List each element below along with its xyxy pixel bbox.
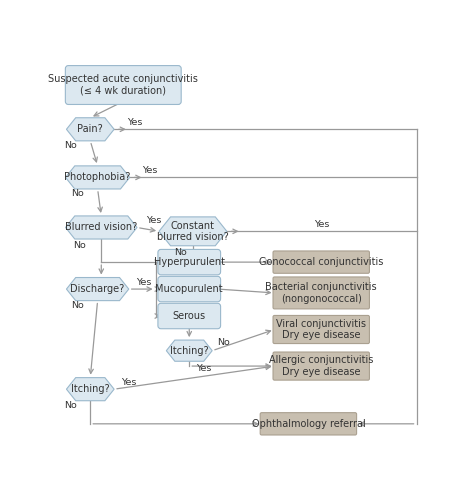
- Text: No: No: [71, 189, 84, 198]
- Text: Itching?: Itching?: [71, 384, 110, 394]
- FancyBboxPatch shape: [273, 352, 369, 380]
- Text: Gonococcal conjunctivitis: Gonococcal conjunctivitis: [259, 257, 384, 267]
- Polygon shape: [66, 118, 114, 141]
- Text: Yes: Yes: [142, 166, 158, 175]
- FancyBboxPatch shape: [158, 276, 220, 302]
- Text: No: No: [71, 300, 84, 310]
- Text: Photophobia?: Photophobia?: [64, 172, 131, 182]
- Text: Constant
blurred vision?: Constant blurred vision?: [157, 220, 229, 242]
- FancyBboxPatch shape: [158, 250, 220, 275]
- Text: Hyperpurulent: Hyperpurulent: [154, 257, 225, 267]
- Text: Yes: Yes: [146, 216, 161, 225]
- FancyBboxPatch shape: [158, 304, 220, 328]
- Text: No: No: [217, 338, 229, 347]
- Text: No: No: [64, 401, 77, 410]
- Text: Pain?: Pain?: [78, 124, 103, 134]
- Text: Yes: Yes: [121, 378, 137, 386]
- Text: Viral conjunctivitis
Dry eye disease: Viral conjunctivitis Dry eye disease: [276, 318, 366, 340]
- FancyBboxPatch shape: [273, 251, 369, 274]
- Text: Mucopurulent: Mucopurulent: [156, 284, 223, 294]
- Text: No: No: [64, 141, 77, 150]
- Text: Bacterial conjunctivitis
(nongonococcal): Bacterial conjunctivitis (nongonococcal): [265, 282, 377, 304]
- Polygon shape: [166, 340, 212, 361]
- Text: Ophthalmology referral: Ophthalmology referral: [252, 419, 365, 429]
- Polygon shape: [66, 216, 137, 239]
- FancyBboxPatch shape: [65, 66, 181, 104]
- Polygon shape: [66, 278, 129, 300]
- Text: Blurred vision?: Blurred vision?: [65, 222, 137, 232]
- Text: No: No: [174, 248, 186, 257]
- Text: Yes: Yes: [196, 364, 211, 374]
- Polygon shape: [66, 166, 130, 189]
- FancyBboxPatch shape: [273, 277, 369, 309]
- Polygon shape: [66, 378, 114, 400]
- Text: Suspected acute conjunctivitis
(≤ 4 wk duration): Suspected acute conjunctivitis (≤ 4 wk d…: [48, 74, 198, 96]
- FancyBboxPatch shape: [273, 316, 369, 344]
- Text: Yes: Yes: [136, 278, 151, 286]
- Text: Itching?: Itching?: [170, 346, 209, 356]
- FancyBboxPatch shape: [260, 412, 357, 435]
- Text: Allergic conjunctivitis
Dry eye disease: Allergic conjunctivitis Dry eye disease: [269, 356, 373, 377]
- Text: Serous: Serous: [173, 311, 206, 321]
- Text: Discharge?: Discharge?: [70, 284, 125, 294]
- Text: Yes: Yes: [127, 118, 142, 127]
- Text: No: No: [73, 242, 86, 250]
- Polygon shape: [159, 217, 227, 246]
- Text: Yes: Yes: [314, 220, 329, 229]
